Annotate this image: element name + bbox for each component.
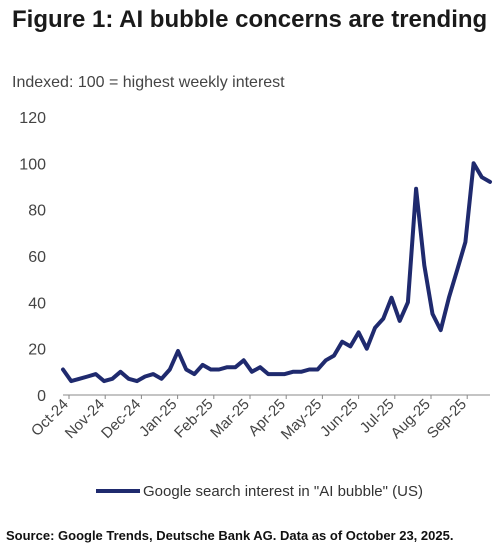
source-note: Source: Google Trends, Deutsche Bank AG.… [6, 528, 454, 543]
x-tick-label: Aug-25 [388, 396, 434, 442]
x-tick-label: Jan-25 [136, 396, 180, 440]
x-tick-label: May-25 [278, 396, 325, 443]
y-tick-label: 100 [19, 156, 46, 173]
x-tick-label: Sep-25 [424, 396, 470, 442]
x-tick-label: Mar-25 [207, 396, 253, 442]
y-tick-label: 80 [28, 203, 46, 220]
chart-title: Figure 1: AI bubble concerns are trendin… [12, 6, 488, 33]
y-tick-label: 20 [28, 342, 46, 359]
x-tick-label: Nov-24 [62, 396, 108, 442]
legend-label: Google search interest in "AI bubble" (U… [143, 483, 423, 500]
y-tick-label: 40 [28, 295, 46, 312]
x-tick-label: Feb-25 [171, 396, 217, 442]
y-tick-label: 60 [28, 249, 46, 266]
line-chart: 020406080100120Oct-24Nov-24Dec-24Jan-25F… [19, 110, 492, 500]
chart-subtitle: Indexed: 100 = highest weekly interest [12, 74, 285, 91]
x-tick-label: Jun-25 [317, 396, 361, 440]
y-tick-label: 0 [37, 388, 46, 405]
y-tick-label: 120 [19, 110, 46, 127]
series-line [61, 161, 492, 384]
x-tick-label: Dec-24 [98, 396, 144, 442]
